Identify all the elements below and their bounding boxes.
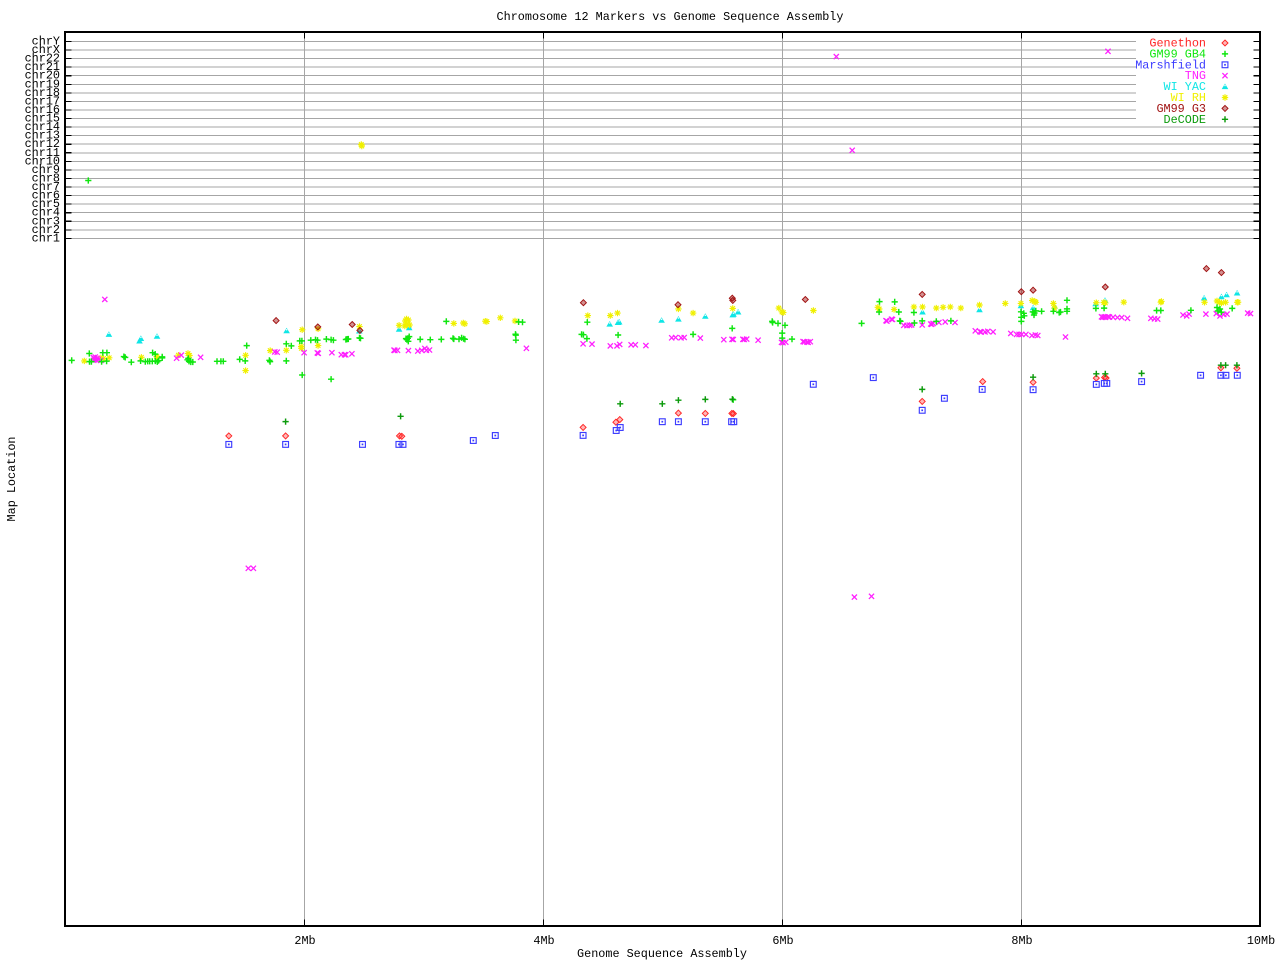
svg-text:chr16: chr16 <box>25 103 60 117</box>
svg-text:chr8: chr8 <box>32 171 60 185</box>
svg-text:chr1: chr1 <box>32 231 60 245</box>
svg-text:Chromosome 12 Markers vs Genom: Chromosome 12 Markers vs Genome Sequence… <box>497 10 844 24</box>
svg-text:chr10: chr10 <box>25 154 60 168</box>
svg-text:chrX: chrX <box>32 43 60 57</box>
svg-text:GM99 GB4: GM99 GB4 <box>1149 47 1206 61</box>
svg-text:chr9: chr9 <box>32 163 60 177</box>
svg-text:chr21: chr21 <box>25 60 60 74</box>
svg-text:chr5: chr5 <box>32 197 60 211</box>
svg-text:4Mb: 4Mb <box>533 934 554 948</box>
svg-text:10Mb: 10Mb <box>1247 934 1275 948</box>
svg-text:chr6: chr6 <box>32 189 60 203</box>
svg-text:8Mb: 8Mb <box>1011 934 1032 948</box>
svg-text:chr15: chr15 <box>25 112 60 126</box>
svg-text:chr20: chr20 <box>25 69 60 83</box>
svg-text:6Mb: 6Mb <box>772 934 793 948</box>
svg-text:chr4: chr4 <box>32 206 60 220</box>
svg-text:Genethon: Genethon <box>1149 37 1206 51</box>
svg-text:chr13: chr13 <box>25 129 60 143</box>
svg-text:DeCODE: DeCODE <box>1164 113 1206 127</box>
svg-text:TNG: TNG <box>1185 69 1206 83</box>
svg-text:chr2: chr2 <box>32 223 60 237</box>
svg-text:chr22: chr22 <box>25 52 60 66</box>
svg-text:chr17: chr17 <box>25 94 60 108</box>
svg-text:Marshfield: Marshfield <box>1135 58 1206 72</box>
svg-text:chr18: chr18 <box>25 86 60 100</box>
svg-text:chr7: chr7 <box>32 180 60 194</box>
svg-text:chr14: chr14 <box>25 120 60 134</box>
svg-text:chr11: chr11 <box>25 146 60 160</box>
svg-text:2Mb: 2Mb <box>294 934 315 948</box>
svg-text:Map Location: Map Location <box>5 437 19 522</box>
svg-text:GM99 G3: GM99 G3 <box>1156 102 1206 116</box>
svg-text:chr3: chr3 <box>32 214 60 228</box>
svg-text:chr12: chr12 <box>25 137 60 151</box>
svg-text:WI RH: WI RH <box>1171 91 1206 105</box>
svg-text:chr19: chr19 <box>25 77 60 91</box>
svg-text:chrY: chrY <box>32 35 60 49</box>
svg-text:WI YAC: WI YAC <box>1164 80 1206 94</box>
svg-text:Genome Sequence Assembly: Genome Sequence Assembly <box>577 947 747 960</box>
